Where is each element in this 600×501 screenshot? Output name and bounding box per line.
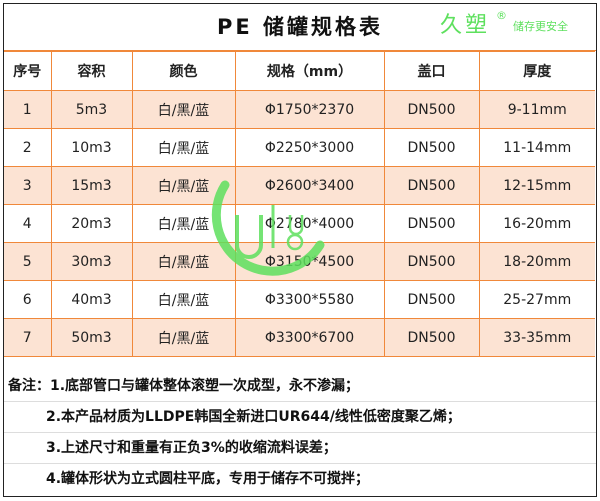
- cell-lid: DN500: [383, 204, 480, 243]
- cell-index: 6: [4, 280, 52, 319]
- table-row: 3 15m3 白/黑/蓝 Φ2600*3400 DN500 12-15mm: [4, 166, 595, 205]
- cell-color: 白/黑/蓝: [131, 242, 236, 281]
- cell-spec: Φ2600*3400: [234, 166, 385, 205]
- cell-lid: DN500: [383, 280, 480, 319]
- note-3: 3.上述尺寸和重量有正负3%的收缩流料误差；: [4, 433, 596, 464]
- watermark-slogan: 储存更安全: [513, 19, 569, 33]
- page-title: PE 储罐规格表: [4, 4, 596, 51]
- cell-spec: Φ1750*2370: [234, 90, 385, 129]
- cell-lid: DN500: [383, 318, 480, 357]
- cell-color: 白/黑/蓝: [131, 128, 236, 167]
- table-row: 2 10m3 白/黑/蓝 Φ2250*3000 DN500 11-14mm: [4, 128, 595, 167]
- header-lid: 盖口: [383, 51, 480, 91]
- cell-thickness: 33-35mm: [478, 318, 595, 357]
- cell-thickness: 18-20mm: [478, 242, 595, 281]
- header-color: 颜色: [131, 51, 236, 91]
- cell-index: 4: [4, 204, 52, 243]
- cell-thickness: 11-14mm: [478, 128, 595, 167]
- cell-thickness: 25-27mm: [478, 280, 595, 319]
- cell-color: 白/黑/蓝: [131, 166, 236, 205]
- cell-lid: DN500: [383, 128, 480, 167]
- cell-lid: DN500: [383, 166, 480, 205]
- header-row: 序号 容积 颜色 规格（mm） 盖口 厚度: [4, 51, 595, 91]
- cell-volume: 40m3: [50, 280, 133, 319]
- table-row: 5 30m3 白/黑/蓝 Φ3150*4500 DN500 18-20mm: [4, 242, 595, 281]
- header-thickness: 厚度: [478, 51, 595, 91]
- registered-mark: ®: [496, 9, 508, 22]
- cell-index: 2: [4, 128, 52, 167]
- cell-spec: Φ3300*6700: [234, 318, 385, 357]
- cell-volume: 5m3: [50, 90, 133, 129]
- header-index: 序号: [4, 51, 52, 91]
- table-row: 7 50m3 白/黑/蓝 Φ3300*6700 DN500 33-35mm: [4, 318, 595, 357]
- cell-index: 5: [4, 242, 52, 281]
- cell-color: 白/黑/蓝: [131, 280, 236, 319]
- table-row: 1 5m3 白/黑/蓝 Φ1750*2370 DN500 9-11mm: [4, 90, 595, 129]
- header-volume: 容积: [50, 51, 133, 91]
- cell-thickness: 16-20mm: [478, 204, 595, 243]
- cell-index: 7: [4, 318, 52, 357]
- cell-lid: DN500: [383, 90, 480, 129]
- note-4: 4.罐体形状为立式圆柱平底，专用于储存不可搅拌；: [46, 471, 370, 487]
- notes: 备注：1.底部管口与罐体整体滚塑一次成型，永不渗漏； 2.本产品材质为LLDPE…: [4, 371, 596, 495]
- cell-index: 3: [4, 166, 52, 205]
- cell-index: 1: [4, 90, 52, 129]
- cell-volume: 30m3: [50, 242, 133, 281]
- cell-volume: 15m3: [50, 166, 133, 205]
- cell-thickness: 9-11mm: [478, 90, 595, 129]
- table-row: 6 40m3 白/黑/蓝 Φ3300*5580 DN500 25-27mm: [4, 280, 595, 319]
- cell-volume: 20m3: [50, 204, 133, 243]
- cell-spec: Φ2250*3000: [234, 128, 385, 167]
- cell-color: 白/黑/蓝: [131, 90, 236, 129]
- spec-table: 序号 容积 颜色 规格（mm） 盖口 厚度 1 5m3 白/黑/蓝 Φ1750*237…: [4, 51, 595, 357]
- cell-color: 白/黑/蓝: [131, 204, 236, 243]
- cell-spec: Φ3300*5580: [234, 280, 385, 319]
- cell-spec: Φ2780*4000: [234, 204, 385, 243]
- watermark: 久塑 ® 储存更安全: [440, 10, 568, 42]
- watermark-brand: 久塑: [440, 13, 491, 38]
- cell-spec: Φ3150*4500: [234, 242, 385, 281]
- cell-lid: DN500: [383, 242, 480, 281]
- cell-thickness: 12-15mm: [478, 166, 595, 205]
- cell-color: 白/黑/蓝: [131, 318, 236, 357]
- note-1: 备注：1.底部管口与罐体整体滚塑一次成型，永不渗漏；: [4, 371, 596, 402]
- header-spec: 规格（mm）: [234, 51, 385, 91]
- table-row: 4 20m3 白/黑/蓝 Φ2780*4000 DN500 16-20mm: [4, 204, 595, 243]
- cell-volume: 50m3: [50, 318, 133, 357]
- cell-volume: 10m3: [50, 128, 133, 167]
- note-2: 2.本产品材质为LLDPE韩国全新进口UR644/线性低密度聚乙烯；: [4, 402, 596, 433]
- spec-sheet: PE 储罐规格表 序号 容积 颜色 规格（mm） 盖口 厚度 1 5m3 白/黑/蓝…: [3, 3, 597, 497]
